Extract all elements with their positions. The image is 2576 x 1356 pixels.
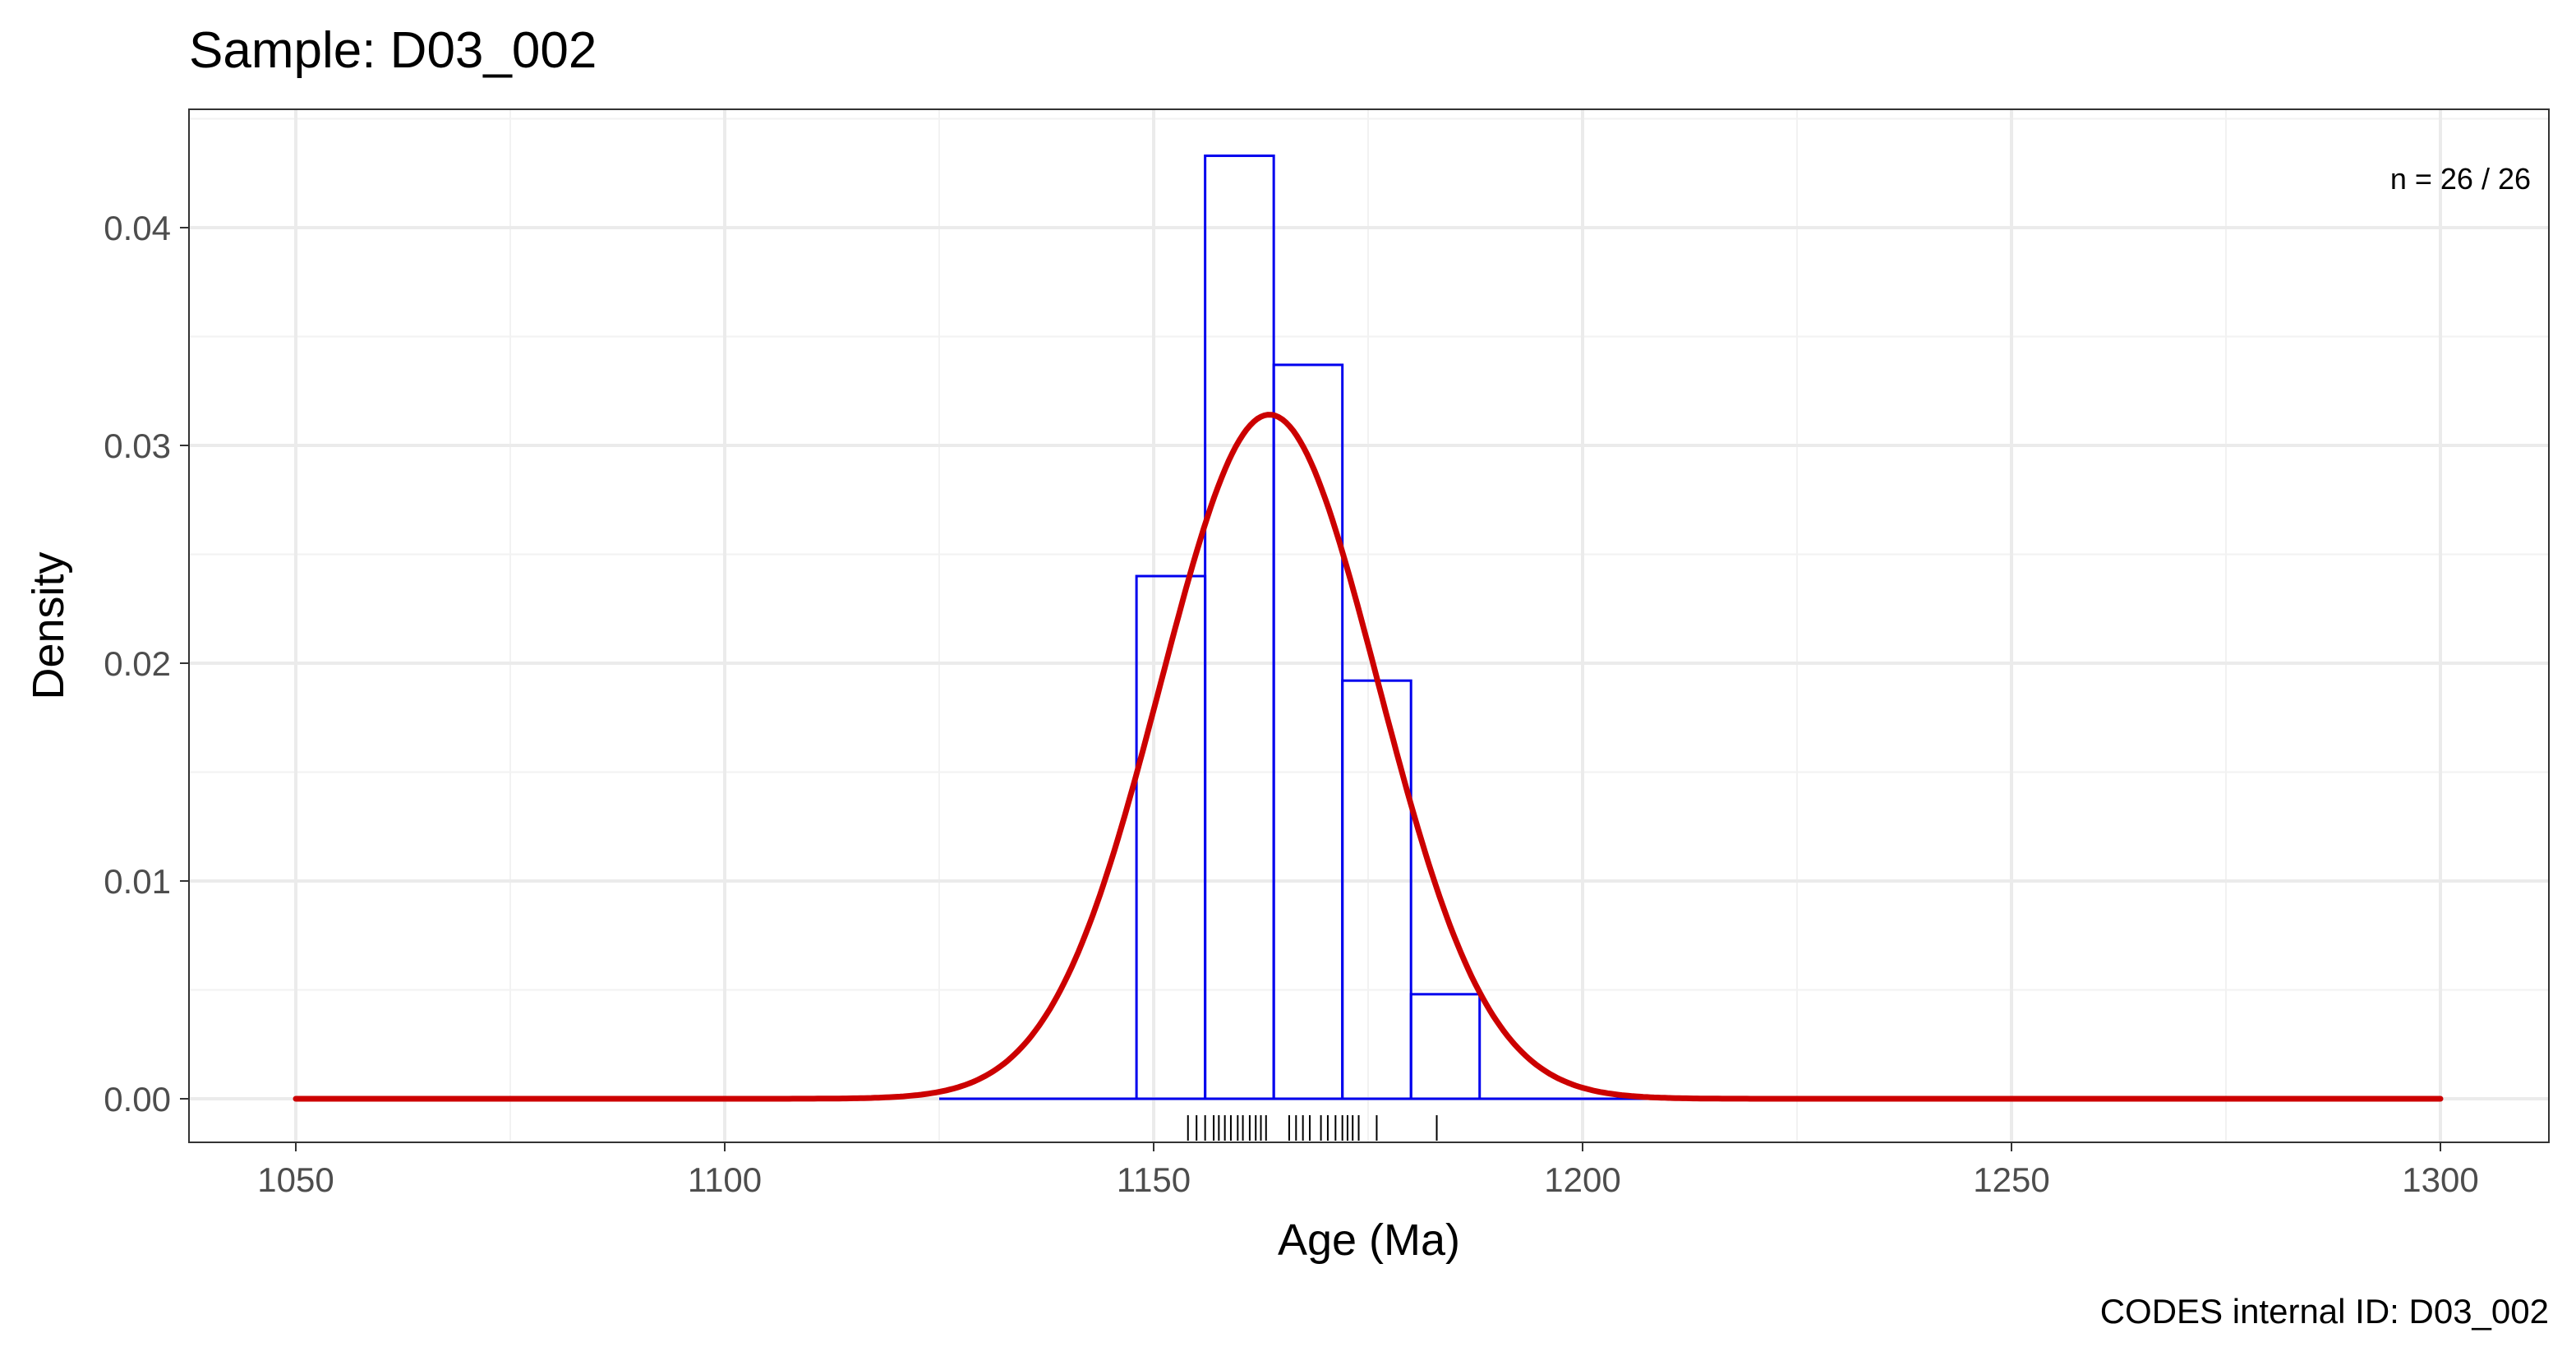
x-axis-title: Age (Ma) — [1278, 1215, 1460, 1265]
histogram-bar — [1272, 363, 1344, 1100]
sample-count-annotation: n = 26 / 26 — [2390, 162, 2531, 196]
y-tick-label: 0.00 — [104, 1080, 171, 1118]
caption: CODES internal ID: D03_002 — [2100, 1292, 2549, 1331]
x-tick-label: 1050 — [257, 1160, 334, 1199]
y-tick-label: 0.02 — [104, 644, 171, 683]
chart-title: Sample: D03_002 — [189, 22, 597, 79]
histogram-bar — [1341, 679, 1412, 1100]
y-axis-title: Density — [24, 551, 73, 699]
x-tick-label: 1150 — [1117, 1160, 1191, 1199]
plot-panel-border — [188, 108, 2550, 1143]
y-tick-label: 0.01 — [104, 862, 171, 901]
histogram-bar — [1204, 155, 1275, 1100]
density-curve-line — [293, 412, 2444, 1102]
x-tick-label: 1300 — [2402, 1160, 2478, 1199]
density-curve — [293, 412, 2444, 1102]
x-tick-label: 1200 — [1544, 1160, 1620, 1199]
y-tick-label: 0.04 — [104, 209, 171, 247]
rug-marks — [1187, 1115, 1438, 1141]
grid — [189, 109, 2549, 1142]
y-tick-label: 0.03 — [104, 427, 171, 465]
x-tick-label: 1100 — [688, 1160, 762, 1199]
x-tick-label: 1250 — [1973, 1160, 2049, 1199]
axis-ticks: 1050 1100 1150 1200 1250 1300 0.00 0.01 0.02 0.03… — [104, 209, 2478, 1199]
histogram-bar — [1409, 993, 1482, 1100]
histogram — [939, 155, 1669, 1100]
